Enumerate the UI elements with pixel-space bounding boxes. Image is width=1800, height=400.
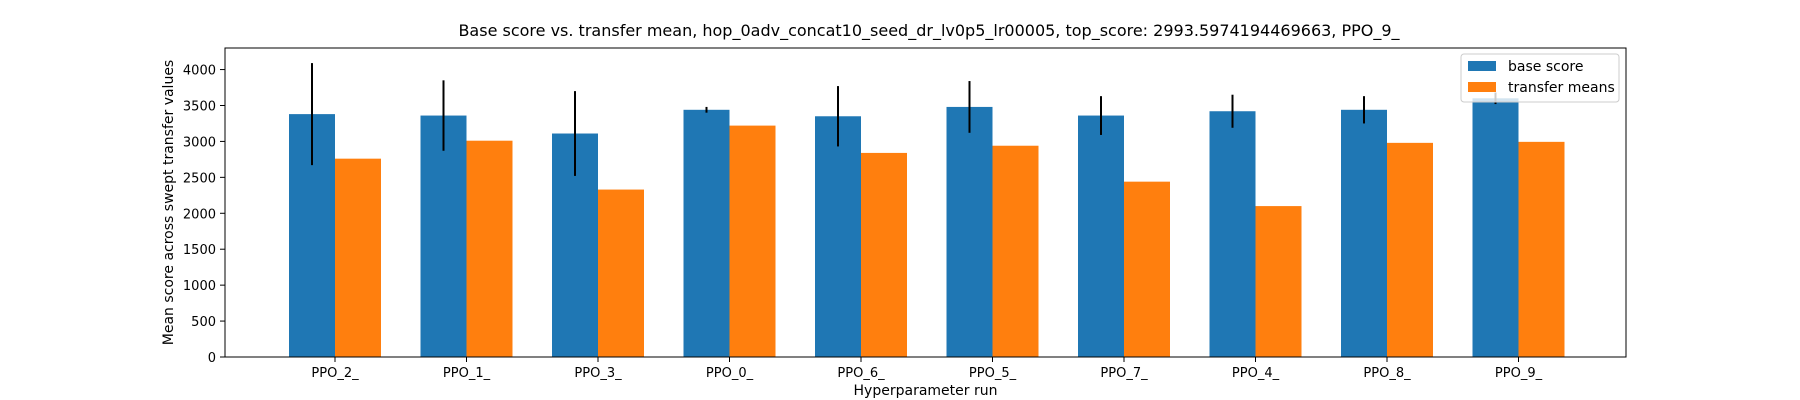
bar-base-score-ppo-0 — [683, 109, 730, 357]
y-tick-label-1000: 1000 — [183, 279, 216, 294]
bar-transfer-means-ppo-4 — [1255, 206, 1302, 357]
x-tick-label-ppo-2: PPO_2_ — [311, 366, 359, 381]
y-axis-label: Mean score across swept transfer values — [161, 60, 177, 345]
plot-area: 0 500 1000 1500 2000 2500 3000 3500 4000 PPO_2_ PP… — [183, 63, 1565, 381]
x-tick-label-ppo-7: PPO_7_ — [1100, 366, 1148, 381]
legend-label-transfer-means: transfer means — [1508, 80, 1615, 96]
bar-base-score-ppo-1 — [420, 115, 467, 358]
bar-transfer-means-ppo-0 — [729, 125, 776, 357]
legend-swatch-base-score — [1468, 61, 1496, 71]
x-axis-label: Hyperparameter run — [854, 383, 998, 399]
y-tick-label-2500: 2500 — [183, 171, 216, 186]
bar-transfer-means-ppo-8 — [1387, 142, 1433, 357]
bar-transfer-means-ppo-7 — [1124, 181, 1170, 357]
bar-transfer-means-ppo-1 — [466, 140, 513, 357]
chart-title: Base score vs. transfer mean, hop_0adv_c… — [458, 21, 1400, 41]
y-tick-label-3500: 3500 — [183, 99, 216, 114]
x-tick-label-ppo-3: PPO_3_ — [574, 366, 622, 381]
y-tick-label-4000: 4000 — [183, 64, 216, 79]
y-tick-label-1500: 1500 — [183, 243, 216, 258]
bar-base-score-ppo-6 — [815, 116, 861, 357]
x-tick-label-ppo-8: PPO_8_ — [1363, 366, 1411, 381]
y-tick-label-500: 500 — [191, 315, 216, 330]
legend-swatch-transfer-means — [1468, 82, 1496, 92]
x-tick-label-ppo-4: PPO_4_ — [1232, 366, 1280, 381]
x-tick-label-ppo-5: PPO_5_ — [969, 366, 1017, 381]
x-tick-label-ppo-6: PPO_6_ — [837, 366, 885, 381]
x-tick-label-ppo-1: PPO_1_ — [443, 366, 491, 381]
bar-base-score-ppo-4 — [1209, 111, 1256, 357]
bar-base-score-ppo-5 — [946, 106, 993, 357]
axes-frame — [224, 47, 1627, 358]
legend-label-base-score: base score — [1508, 59, 1583, 75]
bar-base-score-ppo-9 — [1472, 98, 1519, 358]
bar-transfer-means-ppo-3 — [598, 189, 644, 357]
bar-transfer-means-ppo-2 — [335, 158, 381, 357]
x-tick-label-ppo-0: PPO_0_ — [706, 366, 754, 381]
x-tick-label-ppo-9: PPO_9_ — [1495, 366, 1543, 381]
bar-base-score-ppo-7 — [1078, 115, 1124, 358]
bar-transfer-means-ppo-5 — [992, 145, 1039, 357]
bar-base-score-ppo-8 — [1341, 109, 1387, 357]
legend-box — [1460, 53, 1620, 103]
y-tick-label-3000: 3000 — [183, 135, 216, 150]
y-tick-label-2000: 2000 — [183, 207, 216, 222]
y-tick-label-0: 0 — [208, 351, 216, 366]
bar-transfer-means-ppo-6 — [861, 152, 907, 357]
legend: base score transfer means — [1460, 53, 1620, 103]
bar-transfer-means-ppo-9 — [1518, 141, 1565, 357]
